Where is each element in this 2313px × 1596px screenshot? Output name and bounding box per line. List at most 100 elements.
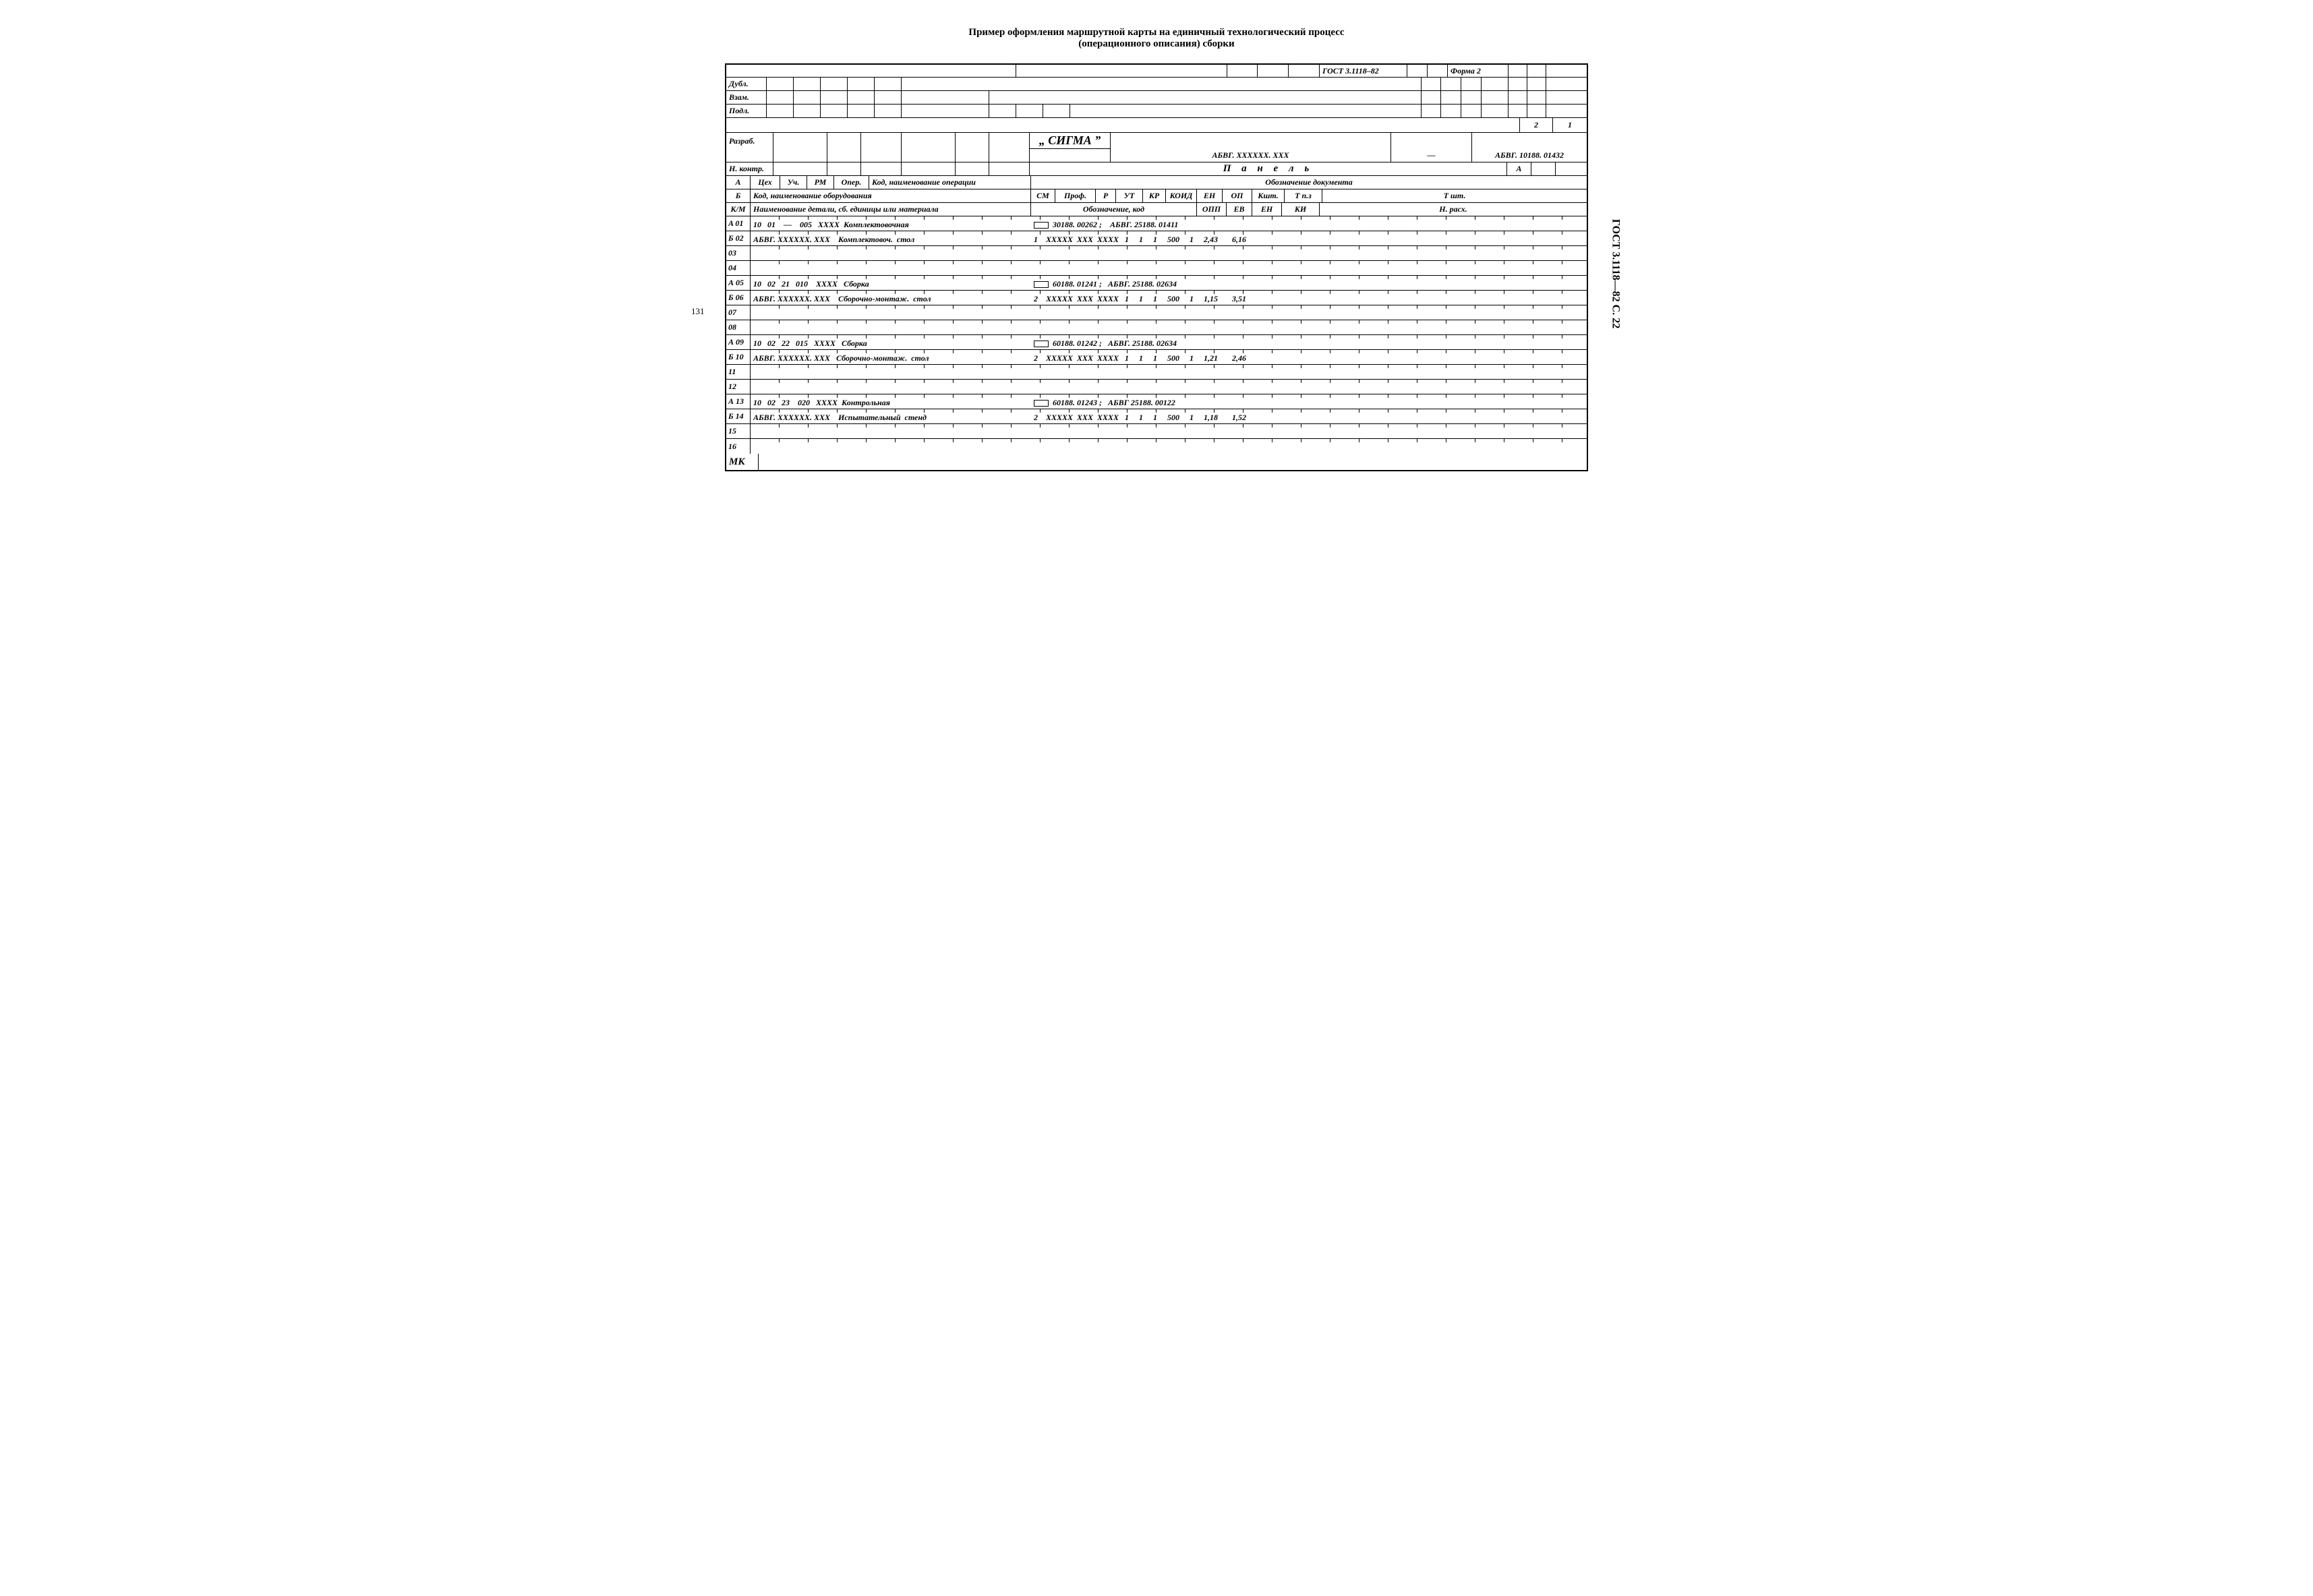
row-id: Б 10 (726, 350, 751, 364)
data-row: Б 02АБВГ. ХХХХХХ. ХХХ Комплектовоч. стол… (726, 231, 1587, 246)
row-right: 1 ХХХХХ ХХХ ХХХХ 1 1 1 500 1 2,43 6,16 (1034, 235, 1584, 245)
dubl-label: Дубл. (726, 78, 767, 90)
row-content: АБВГ. ХХХХХХ. ХХХ Сборочно-монтаж. стол2… (751, 291, 1587, 305)
data-row: Б 06АБВГ. ХХХХХХ. ХХХ Сборочно-монтаж. с… (726, 291, 1587, 305)
col-ksht: Кшт. (1252, 189, 1285, 202)
row-id: 11 (726, 365, 751, 379)
data-row: 07 (726, 305, 1587, 320)
data-row: 12 (726, 380, 1587, 394)
row-id: Б 02 (726, 231, 751, 245)
col-nrasx: Н. расх. (1320, 203, 1587, 216)
row-right: 60188. 01242 ; АБВГ. 25188. 02634 (1034, 338, 1584, 349)
rowhead-a: А (726, 176, 751, 189)
col-koid: КОИД (1166, 189, 1197, 202)
data-row: А 0510 02 21 010 ХХХХ Сборка60188. 01241… (726, 276, 1587, 291)
data-row: А 1310 02 23 020 ХХХХ Контрольная60188. … (726, 394, 1587, 409)
page-number-margin: 131 (691, 306, 705, 317)
data-row: 03 (726, 246, 1587, 261)
row-content (751, 320, 1587, 334)
a-cell: А (1507, 162, 1531, 175)
col-cex: Цех (751, 176, 780, 189)
data-row: А 0910 02 22 015 ХХХХ Сборка60188. 01242… (726, 335, 1587, 350)
row-content: 10 02 22 015 ХХХХ Сборка60188. 01242 ; А… (751, 335, 1587, 349)
row-content: АБВГ. ХХХХХХ. ХХХ Сборочно-монтаж. стол2… (751, 350, 1587, 364)
row-id: Б 06 (726, 291, 751, 305)
row-id: Б 14 (726, 409, 751, 423)
data-row: 04 (726, 261, 1587, 276)
col-sm: СМ (1031, 189, 1055, 202)
row-id: 15 (726, 424, 751, 438)
vzam-label: Взам. (726, 91, 767, 104)
col-uch: Уч. (780, 176, 807, 189)
col-kod-op: Код, наименование операции (869, 176, 1031, 189)
col-rm: РМ (807, 176, 834, 189)
row-right: 60188. 01243 ; АБВГ 25188. 00122 (1034, 398, 1584, 408)
rowhead-b: Б (726, 189, 751, 202)
abvg-x: АБВГ. ХХХХХХ. ХХХ (1111, 149, 1391, 162)
row-right: 2 ХХХХХ ХХХ ХХХХ 1 1 1 500 1 1,21 2,46 (1034, 353, 1584, 363)
side-gost-label: ГОСТ 3.1118—82 С. 22 (1609, 218, 1621, 328)
col-op: ОП (1223, 189, 1252, 202)
data-row: 16 (726, 439, 1587, 454)
row-left: 10 02 23 020 ХХХХ Контрольная (753, 398, 1034, 408)
podl-label: Подл. (726, 105, 767, 117)
row-left: АБВГ. ХХХХХХ. ХХХ Сборочно-монтаж. стол (753, 353, 1034, 363)
checkbox-icon (1034, 281, 1049, 288)
panel-label: П а н е л ь (1030, 162, 1507, 175)
row-content: 10 02 23 020 ХХХХ Контрольная60188. 0124… (751, 394, 1587, 409)
header-dash: — (1391, 149, 1472, 162)
row-content: 10 02 21 010 ХХХХ Сборка60188. 01241 ; А… (751, 276, 1587, 290)
page-total: 1 (1553, 118, 1587, 132)
col-en-b: ЕН (1197, 189, 1223, 202)
row-content (751, 424, 1587, 438)
rowhead-km: К/М (726, 203, 751, 216)
row-id: А 13 (726, 394, 751, 409)
col-opp: ОПП (1197, 203, 1227, 216)
sigma-label: „ СИГМА ” (1030, 133, 1111, 149)
col-obozn-kod: Обозначение, код (1031, 203, 1197, 216)
row-left: 10 02 21 010 ХХХХ Сборка (753, 279, 1034, 289)
row-left: АБВГ. ХХХХХХ. ХХХ Комплектовоч. стол (753, 235, 1034, 245)
row-id: 04 (726, 261, 751, 275)
row-content: АБВГ. ХХХХХХ. ХХХ Комплектовоч. стол1 ХХ… (751, 231, 1587, 245)
data-row: Б 14АБВГ. ХХХХХХ. ХХХ Испытательный стен… (726, 409, 1587, 424)
row-left: 10 02 22 015 ХХХХ Сборка (753, 338, 1034, 349)
title-line1: Пример оформления маршрутной карты на ед… (725, 27, 1588, 38)
document-title: Пример оформления маршрутной карты на ед… (725, 27, 1588, 50)
row-left: 10 01 — 005 ХХХХ Комплектовочная (753, 220, 1034, 230)
row-id: A 01 (726, 216, 751, 231)
row-content (751, 380, 1587, 394)
abvg-number: АБВГ. 10188. 01432 (1472, 149, 1587, 162)
data-row: 11 (726, 365, 1587, 380)
col-obozn-dok: Обозначение документа (1031, 176, 1587, 189)
checkbox-icon (1034, 341, 1049, 347)
row-content (751, 246, 1587, 260)
col-kr: КР (1143, 189, 1166, 202)
row-id: А 09 (726, 335, 751, 349)
row-content (751, 305, 1587, 320)
row-content: 10 01 — 005 ХХХХ Комплектовочная30188. 0… (751, 216, 1587, 231)
row-id: 12 (726, 380, 751, 394)
col-ki: КИ (1282, 203, 1320, 216)
form-label: Форма 2 (1448, 65, 1509, 77)
row-content: АБВГ. ХХХХХХ. ХХХ Испытательный стенд2 Х… (751, 409, 1587, 423)
checkbox-icon (1034, 400, 1049, 407)
col-ut: УТ (1116, 189, 1143, 202)
col-kod-ob: Код, наименование оборудования (751, 189, 1031, 202)
row-id: 03 (726, 246, 751, 260)
row-id: 08 (726, 320, 751, 334)
col-km-label: Наименование детали, сб. единицы или мат… (751, 203, 1031, 216)
row-right: 30188. 00262 ; АБВГ. 25188. 01411 (1034, 220, 1584, 230)
col-tpz: Т п.з (1285, 189, 1322, 202)
col-en-k: ЕН (1252, 203, 1282, 216)
row-left: АБВГ. ХХХХХХ. ХХХ Испытательный стенд (753, 413, 1034, 423)
data-row: 08 (726, 320, 1587, 335)
row-left: АБВГ. ХХХХХХ. ХХХ Сборочно-монтаж. стол (753, 294, 1034, 304)
page-current: 2 (1519, 118, 1553, 132)
gost-label: ГОСТ 3.1118–82 (1320, 65, 1407, 77)
title-line2: (операционного описания) сборки (725, 38, 1588, 50)
col-prof: Проф. (1055, 189, 1096, 202)
route-card-form: ГОСТ 3.1118–82 Форма 2 Дубл. Взам. Подл.… (725, 63, 1588, 471)
mk-label: МК (726, 454, 759, 470)
row-content (751, 261, 1587, 275)
